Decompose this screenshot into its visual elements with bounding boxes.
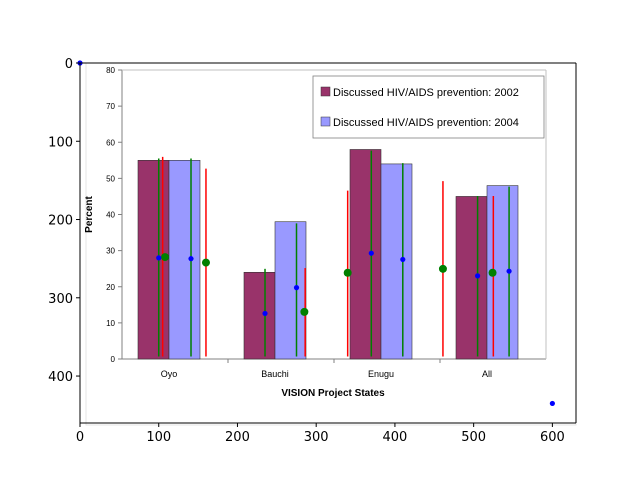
y-axis-title: Percent [84,195,95,232]
x-axis-title: VISION Project States [281,388,385,399]
outer-y-tick-label: 300 [48,292,73,307]
category-label: Bauchi [261,369,289,379]
inner-y-tick-label: 0 [111,355,116,364]
outer-y-tick-label: 400 [48,370,73,385]
blue-dot [474,273,481,279]
bar-oyo-2004 [168,160,201,360]
blue-dot [156,255,162,261]
category-label: All [482,369,492,379]
legend-label: Discussed HIV/AIDS prevention: 2004 [333,117,519,129]
legend-label: Discussed HIV/AIDS prevention: 2002 [333,87,519,99]
inner-y-tick-label: 60 [106,138,115,147]
blue-dot [506,268,512,274]
blue-dot [549,400,555,407]
category-label: Enugu [368,369,394,379]
inner-y-tick-label: 40 [106,211,115,220]
legend-swatch [320,86,331,97]
bar-bauchi-2004 [274,221,307,360]
outer-x-tick-label: 0 [76,430,84,445]
outer-x-tick-label: 300 [304,430,329,445]
blue-dot [400,256,406,263]
blue-dot [262,310,268,317]
outer-x-tick-label: 400 [383,430,408,445]
inner-y-tick-label: 80 [106,66,115,75]
category-label: Oyo [161,369,178,379]
green-dot [438,264,447,273]
outer-y-tick-label: 200 [48,214,73,229]
green-dot [343,268,352,277]
legend-box [312,75,545,139]
outer-y-tick-label: 0 [65,57,73,72]
green-dot [201,258,210,267]
outer-y-tick-label: 100 [48,135,73,150]
overlay-markers [77,60,555,407]
outer-x-tick-label: 200 [225,430,250,445]
green-dot [488,268,497,277]
inner-y-tick-label: 30 [106,247,115,256]
blue-dot [368,250,374,256]
inner-y-tick-label: 50 [106,174,115,183]
outer-x-tick-label: 600 [540,430,565,445]
blue-dot [188,256,194,262]
bar-enugu-2004 [380,163,413,360]
bar-all-2002 [455,196,488,360]
inner-y-tick-label: 10 [106,319,115,328]
inner-y-tick-label: 20 [106,283,115,292]
outer-x-tick-label: 500 [461,430,486,445]
inner-y-tick-label: 70 [106,102,115,111]
bar-enugu-2002 [349,149,382,360]
blue-dot [293,285,300,291]
green-dot [161,253,170,262]
bar-bauchi-2002 [243,271,276,360]
outer-x-tick-label: 100 [146,430,171,445]
legend-swatch [320,116,331,127]
green-dot [300,307,309,316]
